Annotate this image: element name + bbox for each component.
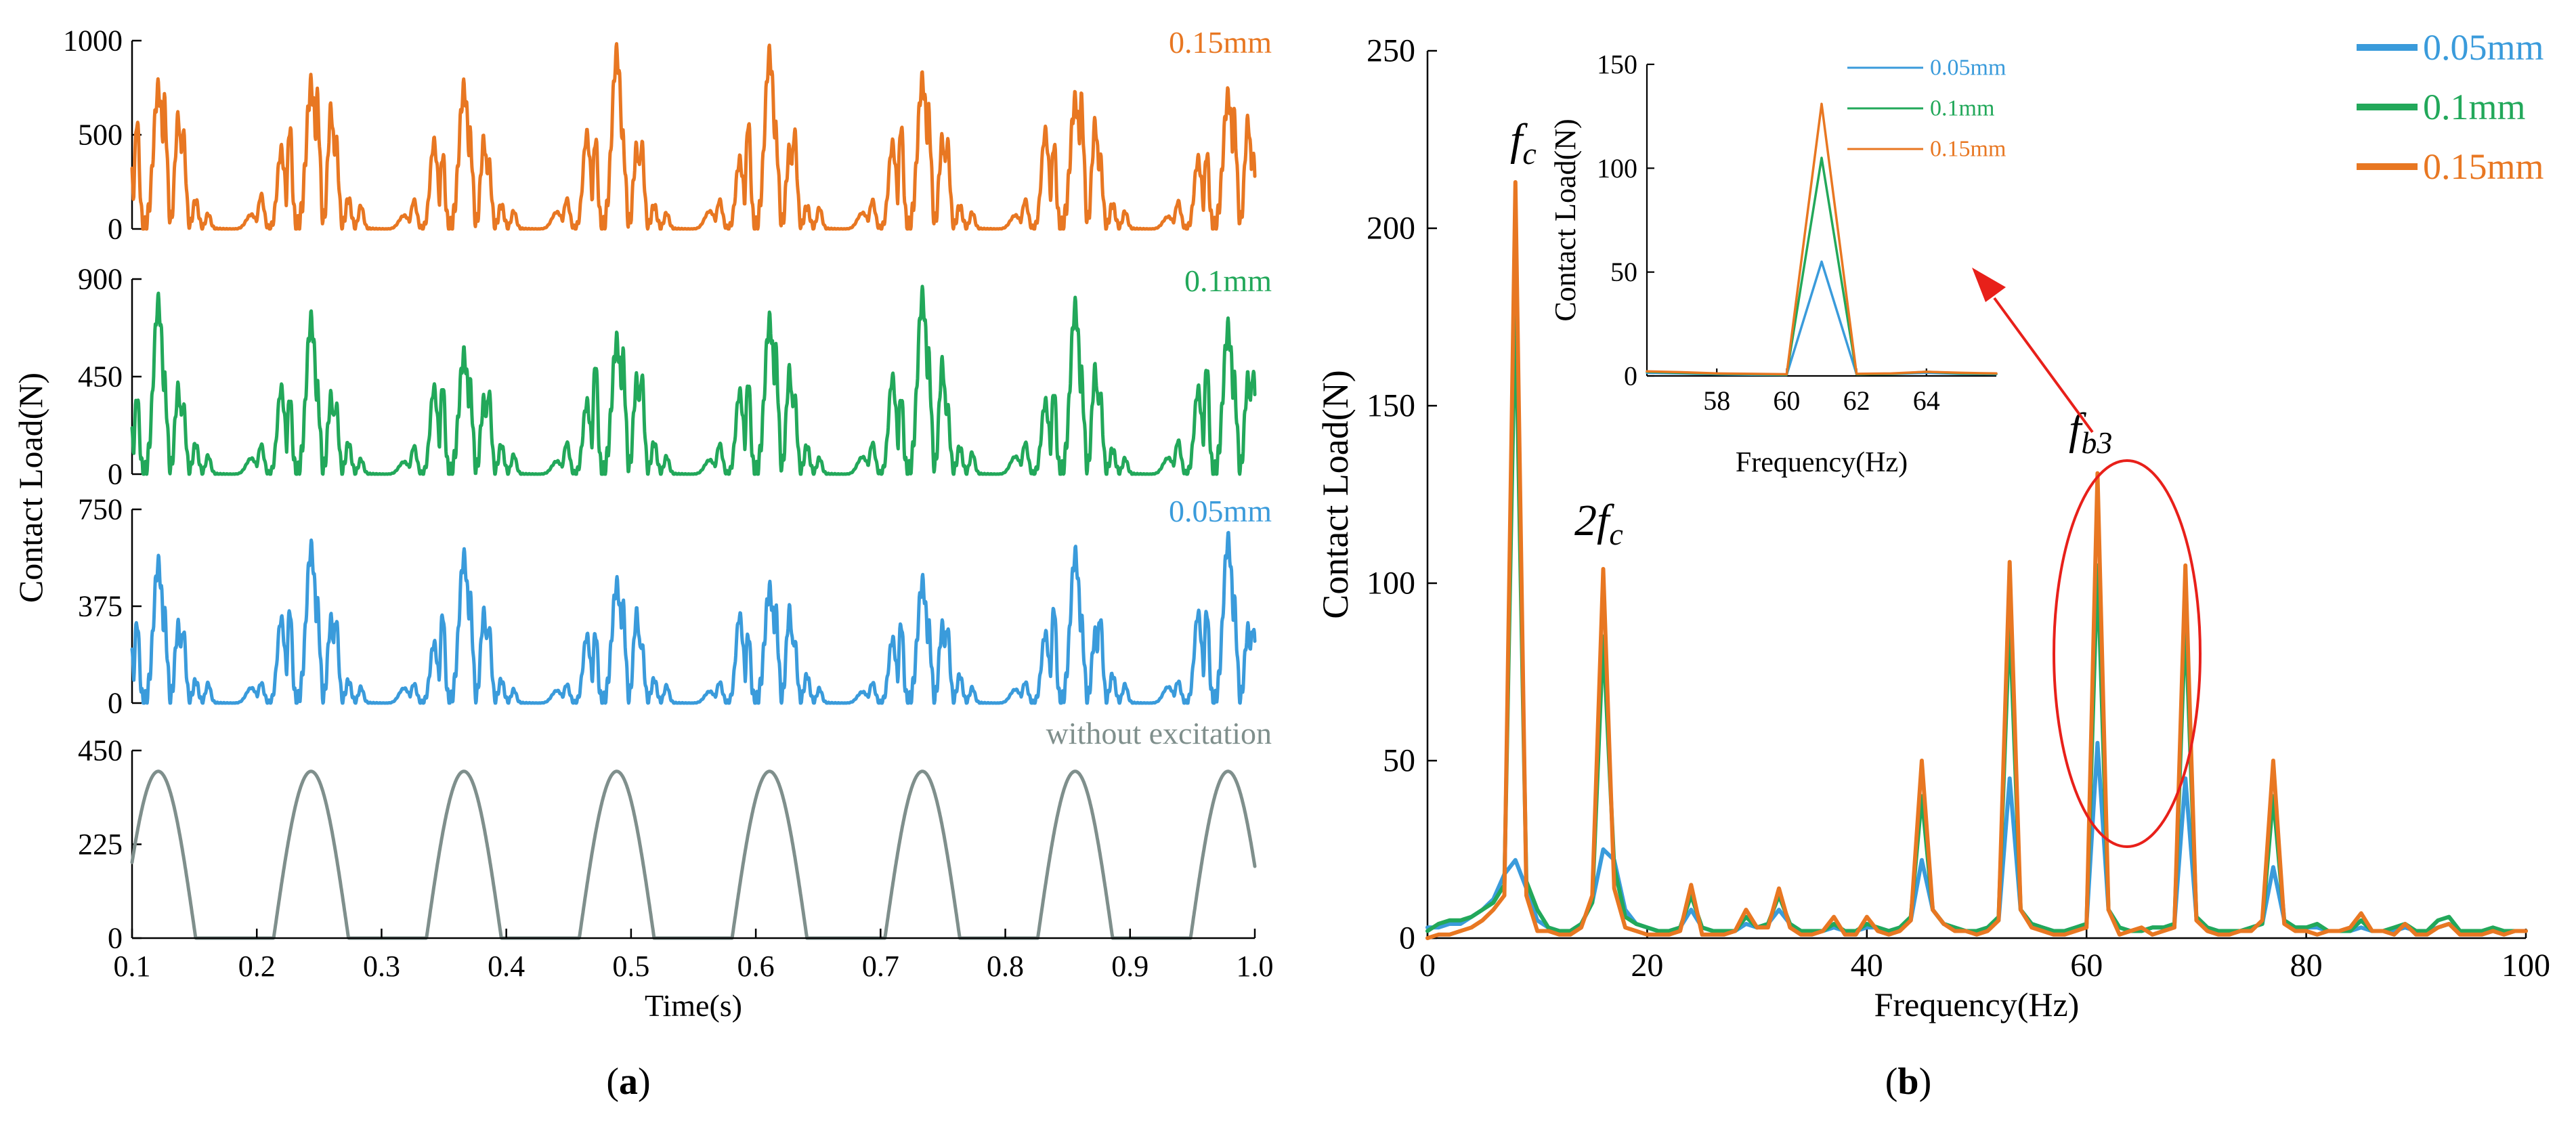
inset-xlabel: Frequency(Hz) [1736,447,1908,478]
a-row3-ytick-label: 225 [78,828,123,861]
b-annotation-fc: fc [1510,115,1537,171]
a-xtick-label: 0.1 [114,950,151,983]
inset-xtick-label: 58 [1703,385,1730,416]
a-row0-ytick-label: 0 [108,213,123,246]
b-ytick-label: 0 [1399,921,1415,956]
a-row2-ytick-label: 0 [108,687,123,720]
b-xlabel: Frequency(Hz) [1874,986,2080,1023]
a-series-without-excitation [130,769,1257,940]
a-row1-ytick-label: 0 [108,458,123,491]
a-ylabel: Contact Load(N) [12,373,49,603]
a-series-0.15mm [130,42,1257,231]
a-series-label: without excitation [1046,716,1272,750]
inset-series-0.05mm [1646,260,1998,377]
a-xtick-label: 0.3 [363,950,400,983]
b-series-0.15mm [1425,179,2528,940]
zoom-arrow-head [1972,268,2006,302]
b-annotation-2fc: 2fc [1574,496,1623,551]
a-series-label: 0.15mm [1169,25,1272,60]
inset-xtick-label: 64 [1913,385,1940,416]
inset-series-0.15mm [1646,102,1998,376]
a-row1-ytick-label: 450 [78,360,123,394]
inset-ytick-label: 50 [1610,257,1637,287]
b-ytick-label: 100 [1367,566,1415,601]
inset-ylabel: Contact Load(N) [1549,119,1582,321]
a-xtick-label: 0.4 [488,950,525,983]
a-row2-ytick-label: 375 [78,590,123,623]
b-xtick-label: 20 [1631,948,1663,983]
b-ylabel: Contact Load(N) [1315,370,1356,618]
b-ytick-label: 250 [1367,33,1415,69]
a-row0-ytick-label: 1000 [63,24,123,58]
inset-legend-label: 0.05mm [1930,56,2006,81]
b-panel-label: (b) [1885,1061,1931,1103]
a-xtick-label: 0.6 [737,950,775,983]
panel-a-time-series: 0 500 1000 0.15mm 0 450 900 0.1mm 0 375 750 0.05mm 0… [12,24,1274,1103]
b-legend-label: 0.05mm [2423,27,2544,68]
a-series-label: 0.05mm [1169,494,1272,528]
highlight-ellipse [2053,459,2202,848]
b-xtick-label: 80 [2290,948,2323,983]
a-xtick-label: 1.0 [1237,950,1274,983]
annotations-layer [1972,268,2202,848]
zoom-arrow-shaft [1993,297,2094,433]
b-xtick-label: 40 [1851,948,1883,983]
a-xtick-label: 0.9 [1111,950,1149,983]
a-series-0.05mm [130,530,1257,705]
b-legend-label: 0.1mm [2423,87,2526,127]
b-legend-label: 0.15mm [2423,146,2544,187]
inset-ytick-label: 0 [1624,361,1637,392]
b-ytick-label: 50 [1383,743,1415,779]
a-series-label: 0.1mm [1184,263,1272,298]
b-ytick-label: 200 [1367,211,1415,247]
a-xtick-label: 0.7 [862,950,899,983]
a-xlabel: Time(s) [645,988,742,1023]
b-annotation-fb3: fb3 [2069,404,2112,460]
inset-legend-label: 0.15mm [1930,137,2006,162]
inset-legend-label: 0.1mm [1930,96,1994,121]
a-row3-ytick-label: 450 [78,734,123,767]
a-row3-ytick-label: 0 [108,922,123,955]
a-row1-ytick-label: 900 [78,263,123,296]
b-xtick-label: 60 [2070,948,2103,983]
a-xtick-label: 0.2 [238,950,276,983]
inset-ytick-label: 150 [1597,49,1637,80]
inset-xtick-label: 60 [1773,385,1800,416]
inset-xtick-label: 62 [1843,385,1870,416]
a-panel-label: (a) [606,1061,650,1103]
a-row0-ytick-label: 500 [78,119,123,152]
a-xtick-label: 0.8 [987,950,1024,983]
inset-ytick-label: 100 [1597,153,1637,184]
b-xtick-label: 100 [2502,948,2550,983]
b-xtick-label: 0 [1419,948,1436,983]
a-xtick-label: 0.5 [612,950,649,983]
inset-series-0.1mm [1646,156,1998,376]
a-row2-ytick-label: 750 [78,493,123,526]
b-ytick-label: 150 [1367,388,1415,424]
panel-b-spectrum: 0 50 100 150 200 250 0 20 40 60 80 100 Frequency(Hz)… [1315,27,2550,1103]
a-series-0.1mm [130,284,1257,476]
